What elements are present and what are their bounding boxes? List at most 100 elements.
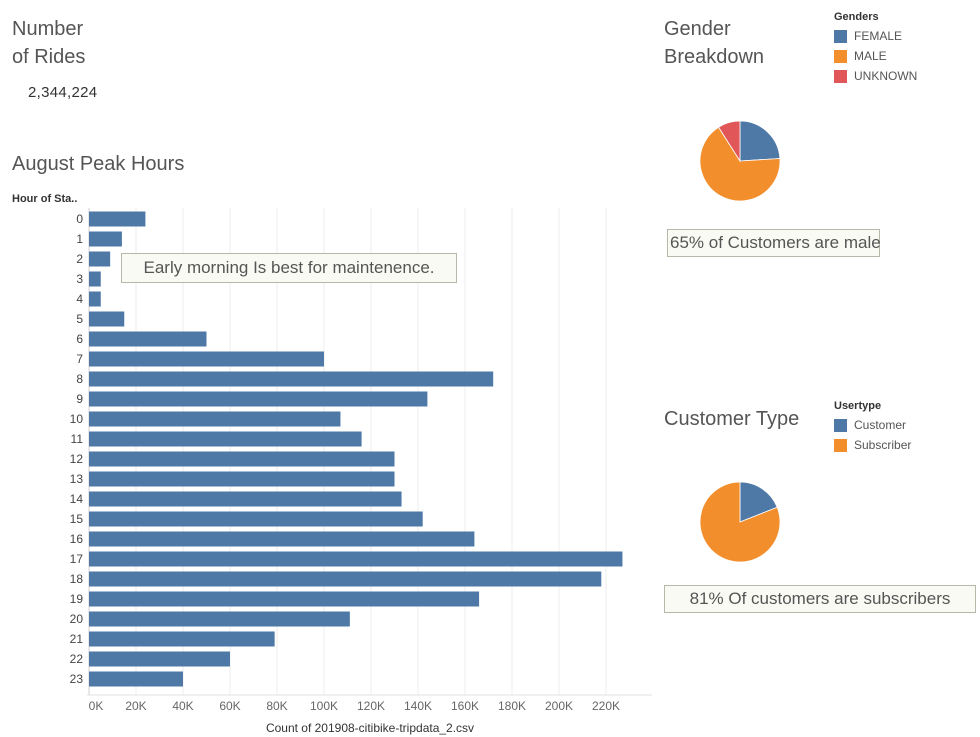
bar-hour-13[interactable]	[89, 471, 395, 487]
legend-label-customer: Customer	[854, 418, 907, 432]
pie-slice-customer[interactable]	[739, 481, 778, 523]
bar-hour-10[interactable]	[89, 411, 341, 427]
gender-callout: 65% of Customers are male	[667, 229, 881, 257]
customer-pie-chart	[699, 481, 781, 563]
rides-value: 2,344,224	[28, 84, 98, 101]
y-tick-label: 18	[70, 572, 84, 586]
bar-hour-20[interactable]	[89, 611, 350, 627]
x-tick-label: 220K	[592, 699, 620, 713]
pie-slice-male[interactable]	[699, 126, 781, 202]
y-tick-label: 7	[76, 352, 83, 366]
bar-hour-15[interactable]	[89, 511, 423, 527]
bar-hour-21[interactable]	[89, 631, 275, 647]
bar-hour-18[interactable]	[89, 571, 602, 587]
legend-item-subscriber[interactable]: Subscriber	[834, 435, 911, 455]
x-tick-label: 180K	[498, 699, 526, 713]
x-tick-label: 100K	[310, 699, 338, 713]
bar-hour-11[interactable]	[89, 431, 362, 447]
x-tick-label: 200K	[545, 699, 573, 713]
rides-title-line2: of Rides	[12, 46, 86, 68]
y-tick-label: 14	[70, 492, 84, 506]
legend-item-female[interactable]: FEMALE	[834, 26, 917, 46]
bar-hour-9[interactable]	[89, 391, 428, 407]
bar-hour-7[interactable]	[89, 351, 324, 367]
pie-slice-unknown[interactable]	[718, 120, 741, 163]
pie-slice-female[interactable]	[739, 120, 781, 162]
y-tick-label: 9	[76, 392, 83, 406]
bar-hour-19[interactable]	[89, 591, 480, 607]
legend-label-subscriber: Subscriber	[854, 438, 912, 452]
y-tick-label: 20	[70, 612, 84, 626]
y-tick-label: 23	[70, 672, 84, 686]
x-tick-label: 140K	[404, 699, 432, 713]
usertype-legend-title: Usertype	[834, 400, 882, 412]
gender-title: Gender Breakdown	[664, 15, 764, 71]
x-tick-label: 20K	[125, 699, 146, 713]
legend-item-unknown[interactable]: UNKNOWN	[834, 66, 917, 86]
y-tick-label: 13	[70, 472, 84, 486]
bar-hour-12[interactable]	[89, 451, 395, 467]
legend-label-female: FEMALE	[854, 29, 903, 43]
usertype-legend: Usertype Customer Subscriber	[834, 400, 911, 455]
bar-hour-3[interactable]	[89, 271, 101, 287]
gender-title-line2: Breakdown	[664, 46, 765, 68]
bar-hour-4[interactable]	[89, 291, 101, 307]
y-tick-label: 19	[70, 592, 84, 606]
bar-hour-8[interactable]	[89, 371, 494, 387]
gender-legend: Genders FEMALE MALE UNKNOWN	[834, 11, 917, 86]
pie-slice-subscriber[interactable]	[699, 481, 781, 563]
bar-hour-1[interactable]	[89, 231, 122, 247]
x-tick-label: 120K	[357, 699, 385, 713]
legend-label-male: MALE	[854, 49, 887, 63]
peak-title: August Peak Hours	[12, 153, 185, 175]
y-tick-label: 12	[70, 452, 84, 466]
rides-title-line1: Number	[12, 18, 84, 40]
y-tick-label: 4	[76, 292, 83, 306]
y-tick-label: 15	[70, 512, 84, 526]
gender-legend-title: Genders	[834, 11, 879, 23]
customer-swatch	[834, 418, 847, 432]
y-tick-label: 0	[76, 212, 83, 226]
bar-hour-16[interactable]	[89, 531, 475, 547]
male-swatch	[834, 49, 847, 63]
customer-callout: 81% Of customers are subscribers	[664, 585, 976, 613]
y-tick-label: 10	[70, 412, 84, 426]
x-axis-title: Count of 201908-citibike-tripdata_2.csv	[266, 721, 474, 735]
y-tick-label: 5	[76, 312, 83, 326]
legend-item-male[interactable]: MALE	[834, 46, 917, 66]
bar-hour-2[interactable]	[89, 251, 111, 267]
unknown-swatch	[834, 69, 847, 83]
x-tick-label: 40K	[172, 699, 193, 713]
y-tick-label: 2	[76, 252, 83, 266]
legend-item-customer[interactable]: Customer	[834, 415, 911, 435]
bar-hour-17[interactable]	[89, 551, 623, 567]
bar-hour-14[interactable]	[89, 491, 402, 507]
maintenance-annotation: Early morning Is best for maintenence.	[121, 253, 457, 283]
bar-hour-5[interactable]	[89, 311, 125, 327]
y-tick-label: 16	[70, 532, 84, 546]
bar-hour-0[interactable]	[89, 211, 146, 227]
gender-title-line1: Gender	[664, 18, 731, 40]
y-tick-label: 21	[70, 632, 84, 646]
y-tick-label: 6	[76, 332, 83, 346]
y-axis-title: Hour of Sta..	[12, 193, 78, 205]
legend-label-unknown: UNKNOWN	[854, 69, 918, 83]
bar-hour-23[interactable]	[89, 671, 183, 687]
y-tick-label: 22	[70, 652, 84, 666]
bar-hour-6[interactable]	[89, 331, 207, 347]
x-tick-labels: 0K 20K 40K 60K 80K 100K 120K 140K 160K 180K 200K 22…	[89, 699, 620, 713]
rides-title: Number of Rides	[12, 15, 85, 71]
bars	[89, 211, 623, 687]
y-tick-label: 8	[76, 372, 83, 386]
gender-pie-chart	[699, 120, 781, 202]
y-tick-label: 17	[70, 552, 84, 566]
bar-hour-22[interactable]	[89, 651, 230, 667]
customer-title: Customer Type	[664, 408, 800, 430]
x-tick-label: 0K	[89, 699, 104, 713]
subscriber-swatch	[834, 438, 847, 452]
x-tick-label: 80K	[266, 699, 287, 713]
y-tick-label: 11	[71, 432, 84, 446]
x-tick-label: 60K	[219, 699, 240, 713]
